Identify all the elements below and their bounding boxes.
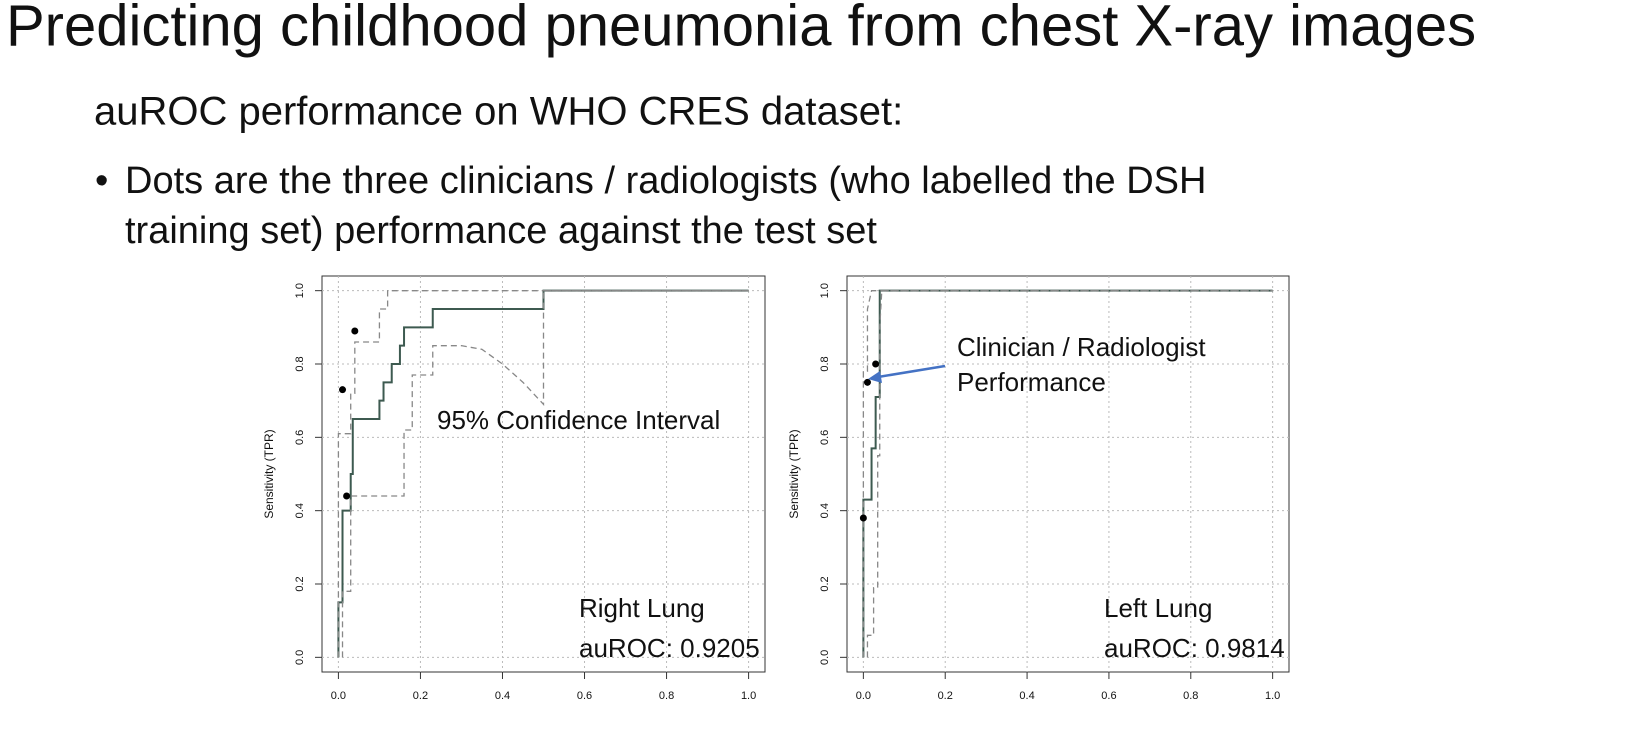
clinician-dot xyxy=(343,492,351,500)
clinician-dot xyxy=(351,327,359,335)
y-tick-label: 0.4 xyxy=(294,503,306,518)
ci-line xyxy=(862,290,1273,658)
annotation: Right Lung xyxy=(579,593,705,623)
x-tick-label: 0.8 xyxy=(659,690,674,702)
clinician-dot xyxy=(863,378,871,386)
plot-frame xyxy=(846,275,1290,673)
clinician-dot xyxy=(859,514,867,522)
y-tick-label: 0.4 xyxy=(819,503,831,518)
x-tick-label: 0.4 xyxy=(495,690,510,702)
x-tick-label: 0.2 xyxy=(938,690,953,702)
y-tick-label: 0.0 xyxy=(819,650,831,665)
annotation: auROC: 0.9814 xyxy=(1104,633,1285,663)
y-tick-label: 0.6 xyxy=(819,430,831,445)
x-tick-label: 0.2 xyxy=(413,690,428,702)
y-tick-label: 0.8 xyxy=(294,356,306,371)
ci-line xyxy=(341,290,749,658)
x-tick-label: 0.6 xyxy=(577,690,592,702)
x-tick-label: 0.4 xyxy=(1019,690,1034,702)
x-tick-label: 1.0 xyxy=(1265,690,1280,702)
y-axis-label: Sensitivity (TPR) xyxy=(787,429,801,518)
roc-line xyxy=(337,289,749,658)
y-tick-label: 1.0 xyxy=(819,283,831,298)
annotation: 95% Confidence Interval xyxy=(437,405,720,435)
clinician-dot xyxy=(872,360,880,368)
y-tick-label: 1.0 xyxy=(294,283,306,298)
bullet-text: Dots are the three clinicians / radiolog… xyxy=(125,160,1206,202)
annotation: Left Lung xyxy=(1104,593,1212,623)
bullet-text: training set) performance against the te… xyxy=(125,210,877,252)
bullet-dot: • xyxy=(95,160,108,202)
x-tick-label: 0.6 xyxy=(1101,690,1116,702)
slide-title: Predicting childhood pneumonia from ches… xyxy=(6,0,1476,58)
ci-line xyxy=(337,290,749,658)
x-tick-label: 0.0 xyxy=(331,690,346,702)
x-tick-label: 1.0 xyxy=(741,690,756,702)
annotation: Performance xyxy=(957,367,1106,397)
y-axis-label: Sensitivity (TPR) xyxy=(262,429,276,518)
x-tick-label: 0.0 xyxy=(856,690,871,702)
arrow-line xyxy=(877,364,946,379)
y-tick-label: 0.2 xyxy=(294,576,306,591)
x-tick-label: 0.8 xyxy=(1183,690,1198,702)
arrow-head xyxy=(868,371,882,383)
plot-frame xyxy=(321,275,766,673)
y-tick-label: 0.2 xyxy=(819,576,831,591)
annotation: auROC: 0.9205 xyxy=(579,633,760,663)
ci-line xyxy=(866,290,1273,658)
y-tick-label: 0.0 xyxy=(294,650,306,665)
subtitle: auROC performance on WHO CRES dataset: xyxy=(94,90,903,134)
y-tick-label: 0.6 xyxy=(294,430,306,445)
y-tick-label: 0.8 xyxy=(819,356,831,371)
annotation: Clinician / Radiologist xyxy=(957,332,1206,362)
clinician-dot xyxy=(339,386,347,394)
